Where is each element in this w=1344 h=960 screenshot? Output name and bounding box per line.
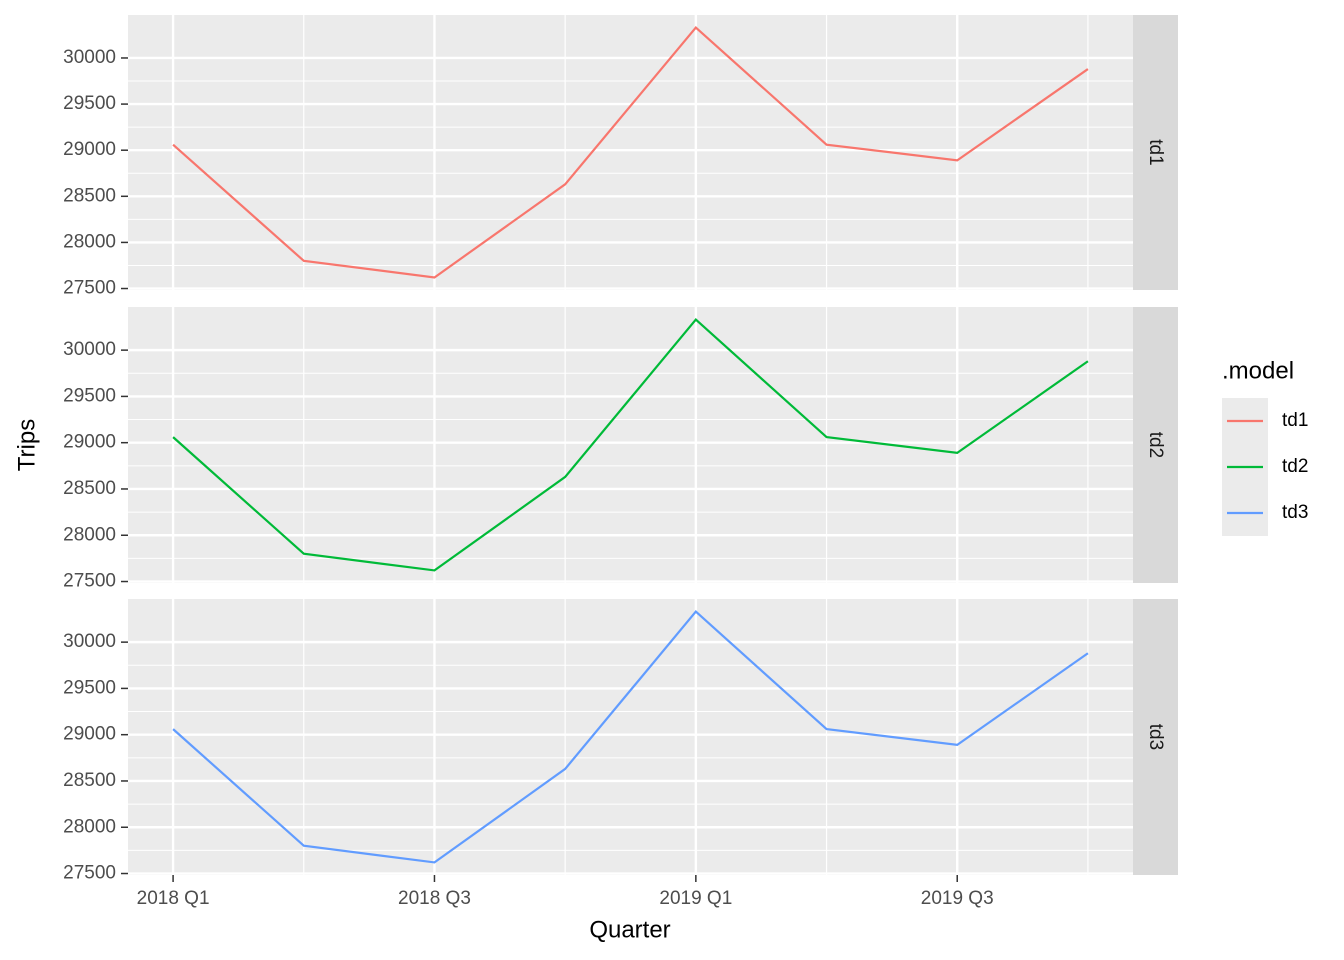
- facet-strip: [1133, 599, 1178, 875]
- y-tick-label: 28000: [63, 231, 116, 252]
- y-tick-label: 27500: [63, 278, 116, 299]
- legend-label: td2: [1282, 456, 1308, 477]
- facet-label: td2: [1145, 432, 1166, 458]
- series-line: [172, 610, 1089, 864]
- legend-title: .model: [1222, 357, 1294, 384]
- y-tick-label: 27500: [63, 571, 116, 592]
- y-tick-label: 27500: [63, 863, 116, 884]
- y-tick-label: 28500: [63, 770, 116, 791]
- y-tick-label: 30000: [63, 339, 116, 360]
- y-tick-label: 28000: [63, 524, 116, 545]
- facet-strip: [1133, 15, 1178, 290]
- facet-strip: [1133, 307, 1178, 583]
- y-tick-label: 29500: [63, 385, 116, 406]
- panel-background: [128, 599, 1133, 875]
- series-line: [172, 318, 1089, 572]
- y-tick-label: 29000: [63, 724, 116, 745]
- legend-label: td1: [1282, 410, 1308, 431]
- series-line: [172, 25, 1089, 279]
- y-tick-label: 30000: [63, 631, 116, 652]
- y-tick-label: 28500: [63, 185, 116, 206]
- y-tick-label: 30000: [63, 47, 116, 68]
- y-axis-title: Trips: [13, 419, 40, 471]
- x-tick-label: 2018 Q1: [137, 888, 210, 909]
- y-tick-label: 28000: [63, 816, 116, 837]
- panel-background: [128, 307, 1133, 583]
- y-tick-label: 29000: [63, 139, 116, 160]
- x-tick-label: 2019 Q1: [659, 888, 732, 909]
- facet-label: td3: [1145, 724, 1166, 750]
- y-tick-label: 29500: [63, 677, 116, 698]
- facet-label: td1: [1145, 139, 1166, 165]
- panel-background: [128, 15, 1133, 290]
- x-axis-title: Quarter: [589, 916, 670, 943]
- y-tick-label: 29500: [63, 93, 116, 114]
- x-tick-label: 2018 Q3: [398, 888, 471, 909]
- y-tick-label: 29000: [63, 432, 116, 453]
- x-tick-label: 2019 Q3: [921, 888, 994, 909]
- y-tick-label: 28500: [63, 478, 116, 499]
- legend-label: td3: [1282, 502, 1308, 523]
